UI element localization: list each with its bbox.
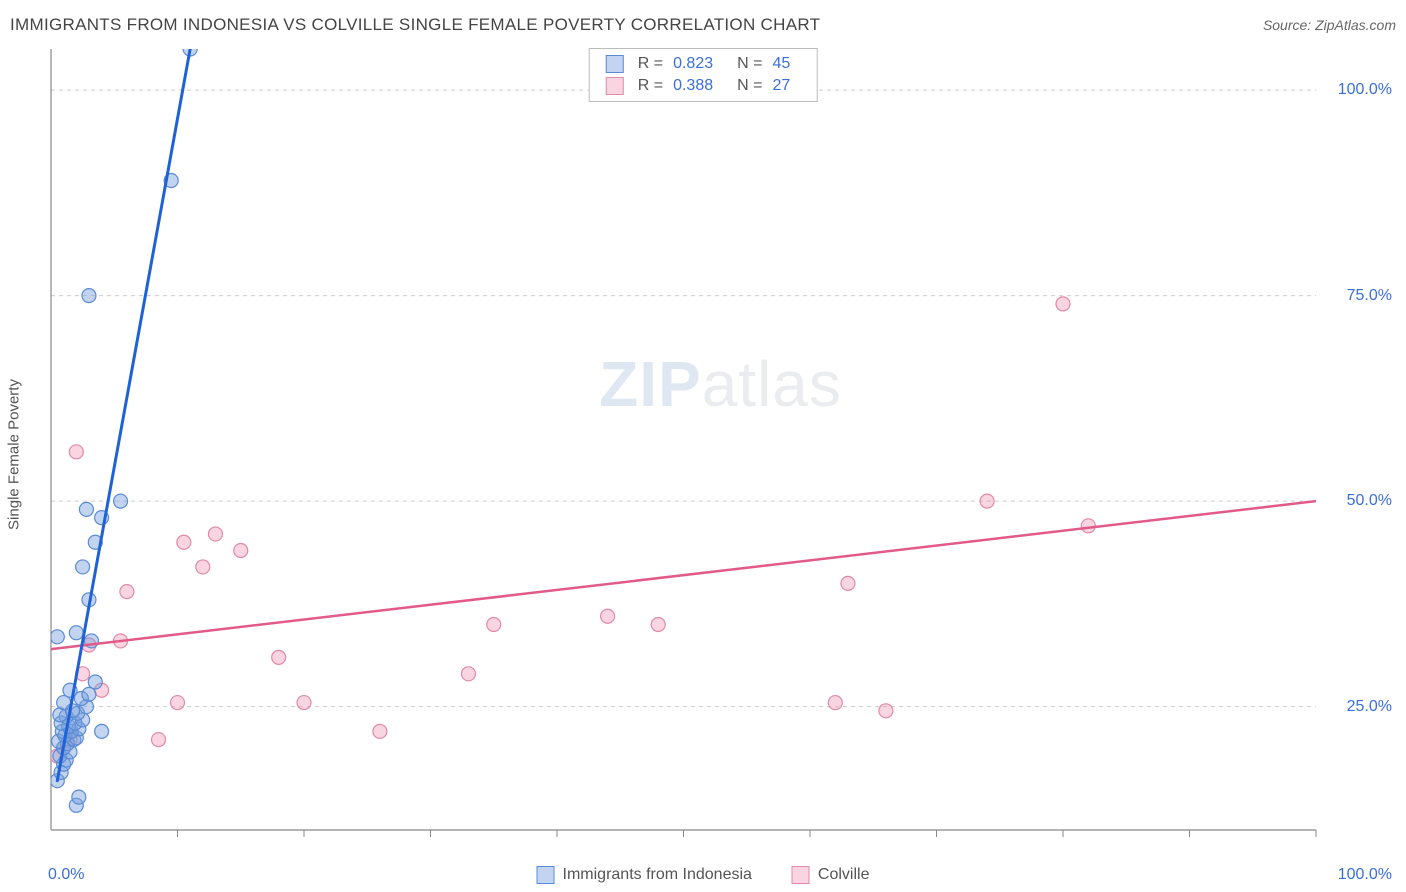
chart-title: IMMIGRANTS FROM INDONESIA VS COLVILLE SI… <box>10 15 820 35</box>
y-tick-label: 50.0% <box>1347 492 1392 510</box>
stats-row-series-b: R = 0.388 N = 27 <box>590 75 817 97</box>
legend-item-series-a: Immigrants from Indonesia <box>537 866 752 884</box>
swatch-series-b <box>606 77 624 95</box>
swatch-series-a <box>537 866 555 884</box>
swatch-series-a <box>606 55 624 73</box>
y-tick-label: 100.0% <box>1338 81 1392 99</box>
y-tick-label: 25.0% <box>1347 698 1392 716</box>
series-legend: Immigrants from Indonesia Colville <box>537 866 870 884</box>
stats-row-series-a: R = 0.823 N = 45 <box>590 53 817 75</box>
y-axis-label: Single Female Poverty <box>6 379 23 530</box>
chart-svg <box>45 45 1396 852</box>
x-axis-min-label: 0.0% <box>48 866 84 884</box>
swatch-series-b <box>792 866 810 884</box>
y-tick-label: 75.0% <box>1347 287 1392 305</box>
correlation-stats-box: R = 0.823 N = 45 R = 0.388 N = 27 <box>589 48 818 102</box>
source-attribution: Source: ZipAtlas.com <box>1263 17 1396 33</box>
scatter-chart: ZIPatlas <box>45 45 1396 852</box>
x-axis-max-label: 100.0% <box>1338 866 1392 884</box>
legend-item-series-b: Colville <box>792 866 870 884</box>
